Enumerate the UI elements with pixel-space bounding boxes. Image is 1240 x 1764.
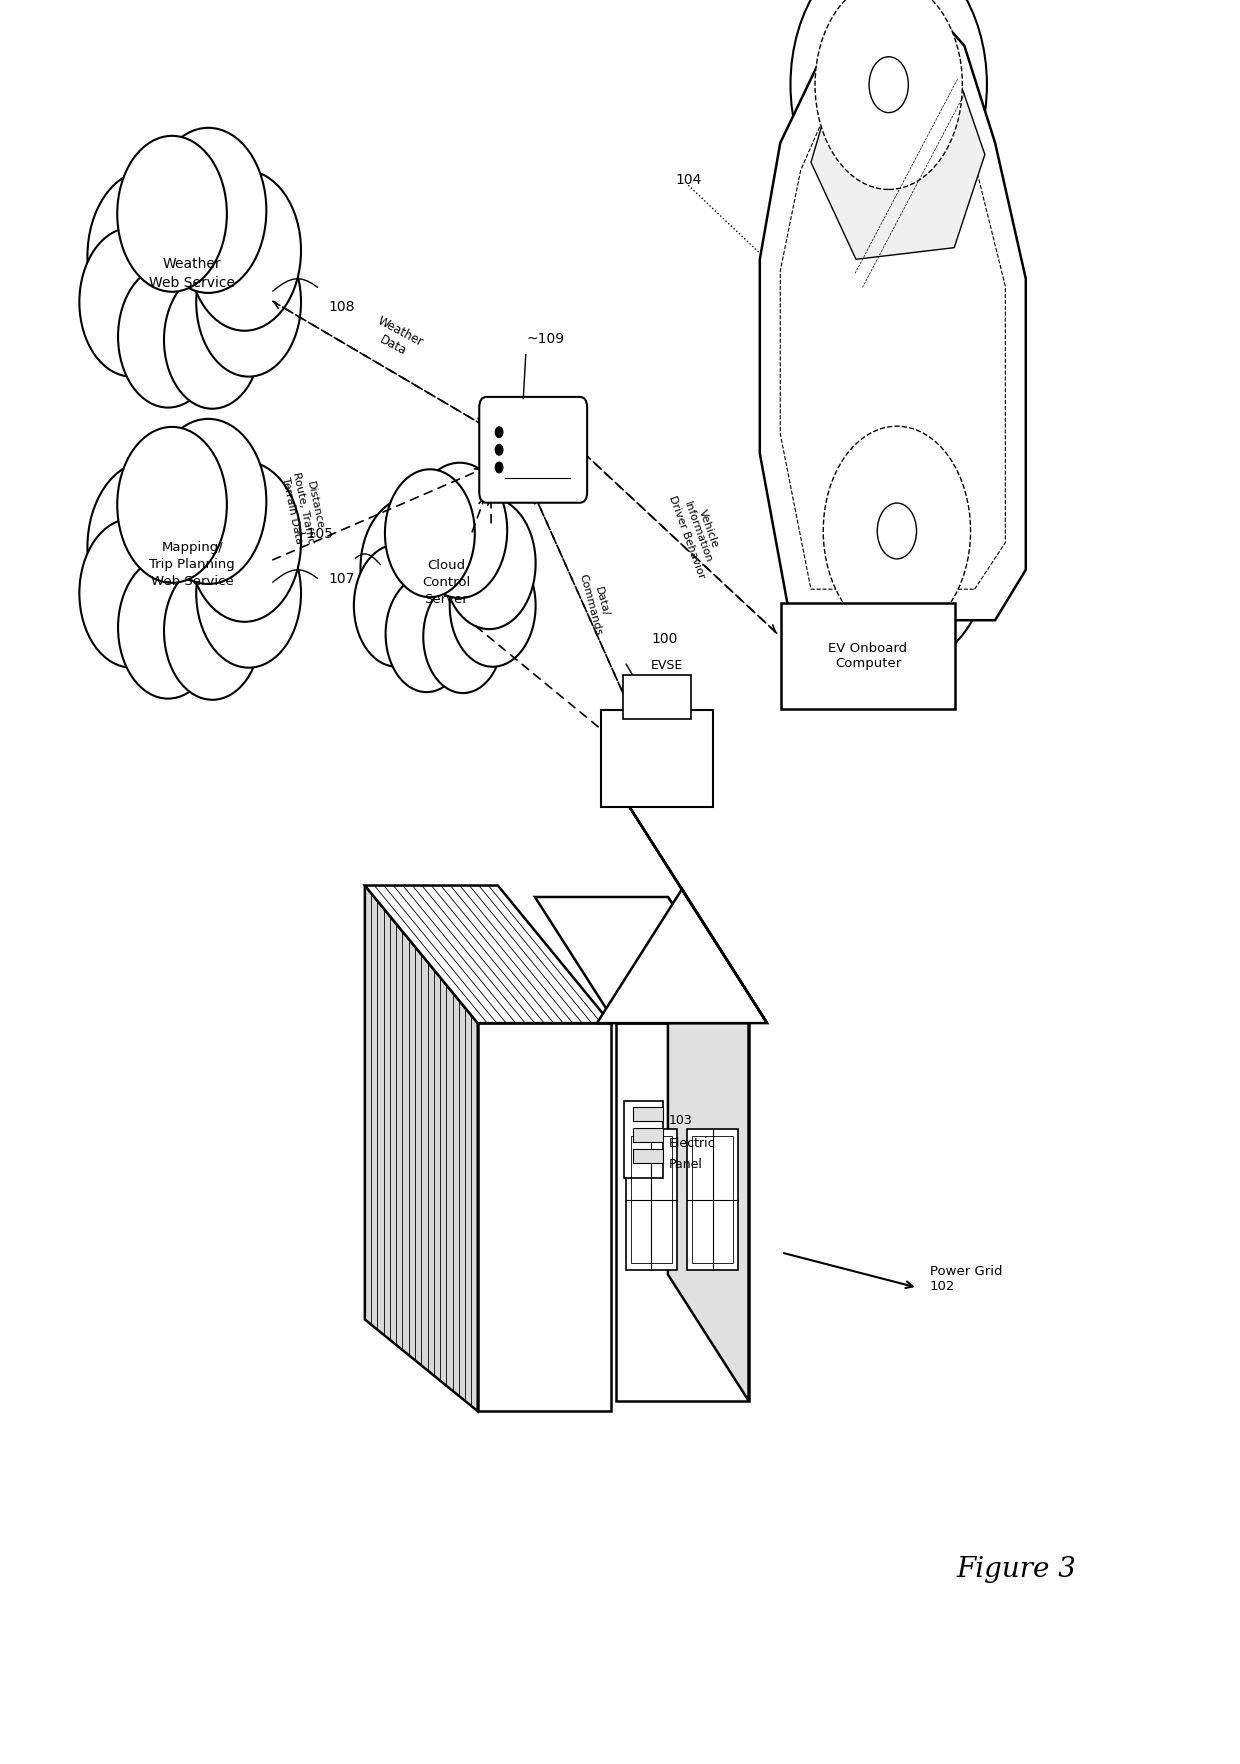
Bar <box>687 1129 738 1270</box>
Text: Vehicle
Information
Driver Behavior: Vehicle Information Driver Behavior <box>667 485 729 580</box>
Circle shape <box>496 427 503 437</box>
Bar <box>634 1108 663 1120</box>
Polygon shape <box>534 896 749 1023</box>
Text: Mapping/
Trip Planning
Web Service: Mapping/ Trip Planning Web Service <box>149 542 236 587</box>
Bar <box>626 1129 677 1270</box>
Circle shape <box>823 427 971 635</box>
Polygon shape <box>596 889 768 1023</box>
Polygon shape <box>668 896 749 1401</box>
Text: 104: 104 <box>676 173 702 187</box>
Polygon shape <box>811 0 985 259</box>
Text: Cloud
Control
Server: Cloud Control Server <box>423 559 470 605</box>
Circle shape <box>79 228 184 377</box>
Text: 107: 107 <box>329 572 355 586</box>
Circle shape <box>496 445 503 455</box>
Circle shape <box>386 575 467 691</box>
Circle shape <box>815 0 962 189</box>
Polygon shape <box>760 0 1025 621</box>
Circle shape <box>353 545 440 667</box>
Circle shape <box>412 462 507 598</box>
Text: Weather
Web Service: Weather Web Service <box>149 258 236 289</box>
Bar <box>692 1136 733 1263</box>
Text: 106: 106 <box>965 570 991 584</box>
FancyBboxPatch shape <box>479 397 588 503</box>
Circle shape <box>361 497 460 639</box>
Circle shape <box>791 0 987 224</box>
Text: ~109: ~109 <box>527 332 565 346</box>
Circle shape <box>423 580 502 693</box>
Circle shape <box>150 418 267 584</box>
Text: Electric: Electric <box>668 1138 715 1150</box>
Circle shape <box>196 228 301 377</box>
Circle shape <box>877 503 916 559</box>
Circle shape <box>87 462 208 633</box>
Text: ~105: ~105 <box>295 527 334 542</box>
Bar <box>624 674 692 720</box>
Circle shape <box>869 56 909 113</box>
Text: Data/
Commands: Data/ Commands <box>578 570 615 637</box>
Circle shape <box>164 272 260 409</box>
Text: EV Onboard
Computer: EV Onboard Computer <box>828 642 908 670</box>
Text: 101: 101 <box>781 619 807 633</box>
Text: EVSE: EVSE <box>651 660 683 672</box>
Bar <box>601 709 713 808</box>
Circle shape <box>87 171 208 342</box>
Circle shape <box>188 171 301 332</box>
Circle shape <box>196 519 301 667</box>
Bar <box>781 603 955 709</box>
Polygon shape <box>794 656 831 688</box>
Circle shape <box>384 469 475 598</box>
Circle shape <box>150 127 267 293</box>
Text: Figure 3: Figure 3 <box>957 1556 1076 1584</box>
Circle shape <box>188 462 301 621</box>
Circle shape <box>164 563 260 700</box>
Bar <box>631 1136 672 1263</box>
Circle shape <box>799 392 994 670</box>
Text: 100: 100 <box>651 633 677 646</box>
Circle shape <box>450 545 536 667</box>
Text: 103: 103 <box>668 1113 692 1127</box>
Circle shape <box>79 519 184 667</box>
Circle shape <box>443 497 536 630</box>
Polygon shape <box>365 886 611 1023</box>
Text: Weather
Data: Weather Data <box>368 314 425 363</box>
Text: 108: 108 <box>329 300 355 314</box>
Polygon shape <box>615 1023 749 1401</box>
Circle shape <box>118 556 218 699</box>
Bar <box>624 1101 663 1178</box>
Circle shape <box>381 489 512 676</box>
Polygon shape <box>477 1023 611 1411</box>
Bar <box>634 1148 663 1162</box>
Circle shape <box>118 265 218 407</box>
Polygon shape <box>601 762 768 1023</box>
Circle shape <box>118 136 227 291</box>
Text: Panel: Panel <box>668 1157 703 1171</box>
Text: Power Grid
102: Power Grid 102 <box>930 1265 1002 1293</box>
Circle shape <box>496 462 503 473</box>
Text: Distance
Route, Traffic
Terrain Data: Distance Route, Traffic Terrain Data <box>280 469 327 547</box>
Circle shape <box>112 159 273 388</box>
Polygon shape <box>365 886 477 1411</box>
Bar <box>634 1127 663 1141</box>
Circle shape <box>118 427 227 582</box>
Circle shape <box>112 450 273 679</box>
